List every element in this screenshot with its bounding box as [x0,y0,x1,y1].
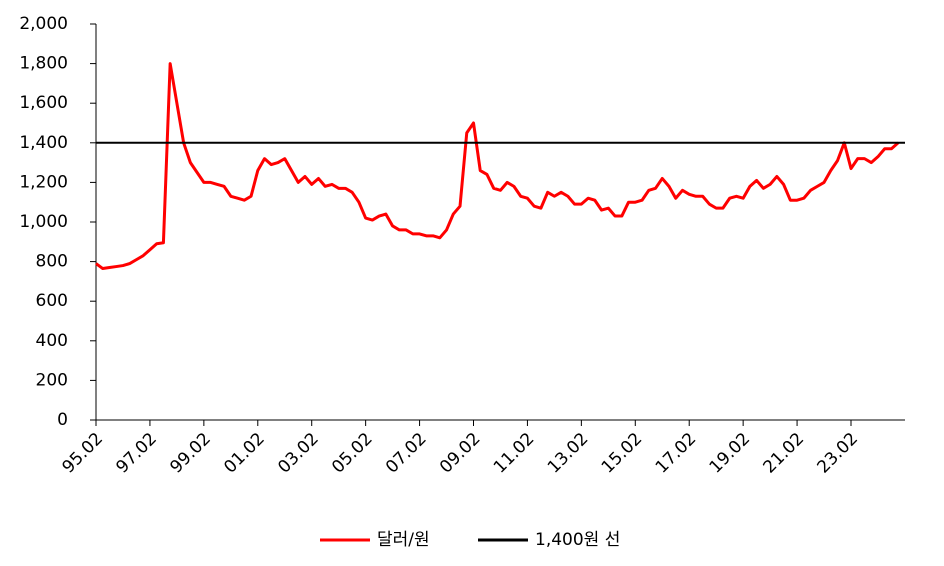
y-tick-label: 1,800 [19,54,68,74]
y-tick-label: 800 [36,252,68,272]
x-tick-label: 11.02 [490,429,539,478]
y-tick-label: 400 [36,331,68,351]
y-tick-label: 600 [36,291,68,311]
legend-label: 달러/원 [377,530,430,550]
x-tick-label: 07.02 [382,429,431,478]
x-tick-label: 05.02 [328,429,377,478]
y-tick-label: 1,000 [19,212,68,232]
x-tick-label: 01.02 [220,429,269,478]
x-tick-label: 19.02 [706,429,755,478]
x-tick-label: 23.02 [814,429,863,478]
x-tick-label: 95.02 [59,429,108,478]
y-tick-label: 1,600 [19,93,68,113]
x-tick-label: 15.02 [598,429,647,478]
y-tick-label: 2,000 [19,14,68,34]
legend-label: 1,400원 선 [535,530,620,550]
y-tick-label: 0 [57,410,68,430]
x-tick-label: 99.02 [166,429,215,478]
y-tick-label: 1,400 [19,133,68,153]
data-line [95,62,900,271]
x-tick-label: 21.02 [760,429,809,478]
y-tick-label: 1,200 [19,172,68,192]
y-tick-label: 200 [36,370,68,390]
x-tick-label: 97.02 [112,429,161,478]
x-tick-label: 13.02 [544,429,593,478]
x-tick-label: 09.02 [436,429,485,478]
x-tick-label: 17.02 [652,429,701,478]
x-tick-label: 03.02 [274,429,323,478]
